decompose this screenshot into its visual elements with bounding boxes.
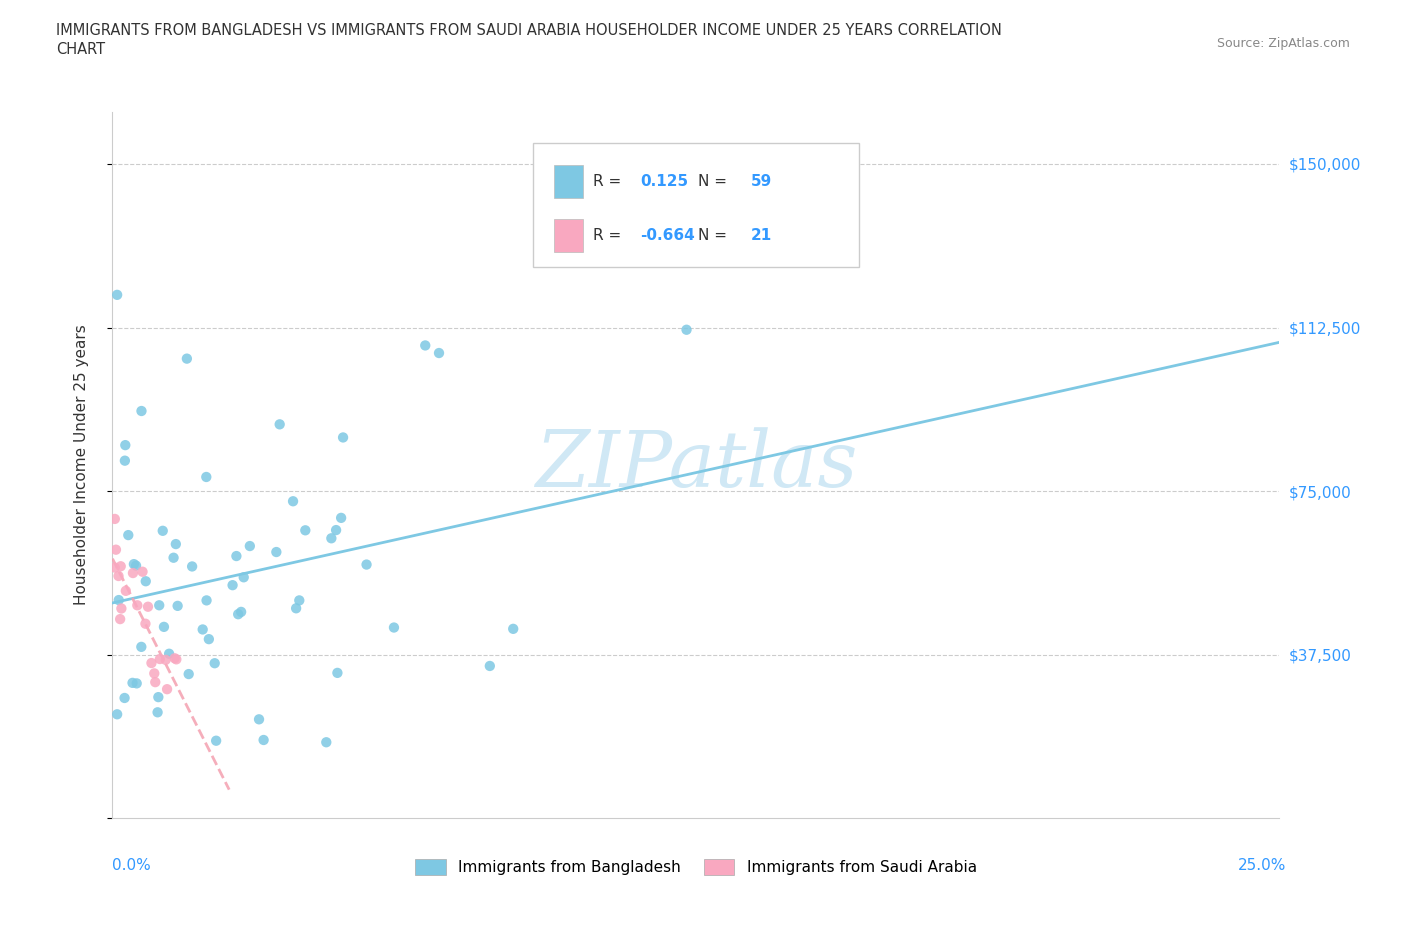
Point <box>198 631 221 646</box>
Point <box>131 640 153 655</box>
Point <box>181 559 204 574</box>
Point <box>107 592 129 607</box>
Point <box>105 707 128 722</box>
Point <box>108 612 131 627</box>
Point <box>122 565 145 580</box>
Point <box>191 622 214 637</box>
Point <box>131 404 153 418</box>
Point <box>326 666 349 681</box>
Point <box>125 558 148 573</box>
Text: R =: R = <box>593 229 627 244</box>
Point <box>675 323 697 338</box>
Point <box>114 583 136 598</box>
Point <box>162 551 184 565</box>
Point <box>502 621 524 636</box>
Point <box>165 537 187 551</box>
Point <box>281 494 304 509</box>
Text: Source: ZipAtlas.com: Source: ZipAtlas.com <box>1216 37 1350 50</box>
Point <box>105 287 128 302</box>
Point <box>122 557 145 572</box>
Point <box>195 470 218 485</box>
Text: 25.0%: 25.0% <box>1239 857 1286 872</box>
Text: R =: R = <box>593 174 627 189</box>
Point <box>104 560 127 575</box>
Point <box>288 593 311 608</box>
Point <box>131 565 153 579</box>
Point <box>135 574 157 589</box>
Point <box>156 682 179 697</box>
Point <box>163 651 186 666</box>
Point <box>143 666 166 681</box>
Point <box>221 578 243 592</box>
Point <box>332 430 354 445</box>
Point <box>177 667 200 682</box>
Point <box>127 598 149 613</box>
Point <box>226 606 249 621</box>
Point <box>427 346 450 361</box>
Point <box>110 601 132 616</box>
Point <box>107 568 129 583</box>
Text: 21: 21 <box>751 229 772 244</box>
Text: N =: N = <box>699 174 733 189</box>
Point <box>252 733 274 748</box>
Text: IMMIGRANTS FROM BANGLADESH VS IMMIGRANTS FROM SAUDI ARABIA HOUSEHOLDER INCOME UN: IMMIGRANTS FROM BANGLADESH VS IMMIGRANTS… <box>56 23 1002 38</box>
Point <box>143 674 166 689</box>
Point <box>382 620 405 635</box>
Point <box>321 531 343 546</box>
Point <box>239 538 262 553</box>
Point <box>136 599 159 614</box>
Point <box>285 601 308 616</box>
Point <box>195 593 218 608</box>
FancyBboxPatch shape <box>554 165 582 197</box>
Point <box>315 735 337 750</box>
Point <box>104 542 127 557</box>
Point <box>152 524 174 538</box>
Point <box>204 656 226 671</box>
Text: -0.664: -0.664 <box>640 229 695 244</box>
FancyBboxPatch shape <box>554 219 582 252</box>
Point <box>165 652 187 667</box>
Text: 59: 59 <box>751 174 772 189</box>
Point <box>146 705 169 720</box>
Point <box>149 652 172 667</box>
Y-axis label: Householder Income Under 25 years: Householder Income Under 25 years <box>75 325 89 605</box>
Point <box>176 352 198 366</box>
Point <box>155 652 177 667</box>
Point <box>266 545 288 560</box>
Point <box>104 512 127 526</box>
Point <box>413 338 436 352</box>
Point <box>294 523 316 538</box>
Point <box>330 511 353 525</box>
Point <box>141 656 163 671</box>
Point <box>110 559 132 574</box>
FancyBboxPatch shape <box>533 143 859 267</box>
Point <box>225 549 247 564</box>
Point <box>117 527 139 542</box>
Point <box>121 675 143 690</box>
Point <box>114 438 136 453</box>
Point <box>356 557 378 572</box>
Point <box>114 691 136 706</box>
Point <box>205 733 228 748</box>
Point <box>148 598 170 613</box>
Point <box>153 619 176 634</box>
Text: 0.125: 0.125 <box>640 174 688 189</box>
Point <box>114 453 136 468</box>
Point <box>269 417 291 432</box>
Text: N =: N = <box>699 229 733 244</box>
Point <box>148 690 170 705</box>
Point <box>325 523 347 538</box>
Text: CHART: CHART <box>56 42 105 57</box>
Point <box>478 658 501 673</box>
Point <box>229 604 252 619</box>
Point <box>125 676 148 691</box>
Point <box>134 617 156 631</box>
Text: 0.0%: 0.0% <box>112 857 152 872</box>
Legend: Immigrants from Bangladesh, Immigrants from Saudi Arabia: Immigrants from Bangladesh, Immigrants f… <box>409 853 983 882</box>
Point <box>157 646 180 661</box>
Text: ZIPatlas: ZIPatlas <box>534 427 858 503</box>
Point <box>247 711 270 726</box>
Point <box>232 570 254 585</box>
Point <box>166 598 188 613</box>
